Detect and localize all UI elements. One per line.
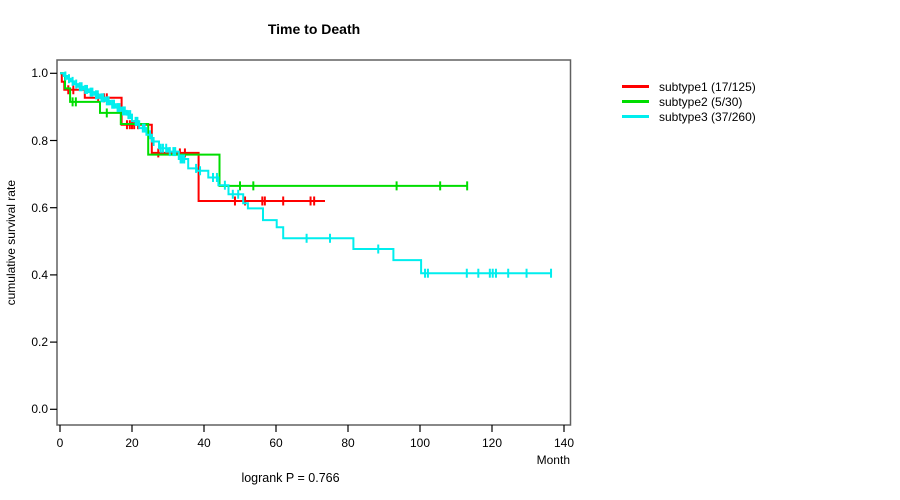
x-tick-label: 40 <box>197 436 211 450</box>
y-axis-label: cumulative survival rate <box>4 179 18 306</box>
y-tick-label: 0.6 <box>31 200 48 215</box>
legend-label-subtype2: subtype2 (5/30) <box>659 94 743 109</box>
x-tick-label: 0 <box>56 436 64 450</box>
legend-item-subtype3: subtype3 (37/260) <box>622 109 756 124</box>
x-tick-label: 140 <box>553 436 575 450</box>
legend-item-subtype1: subtype1 (17/125) <box>622 79 756 94</box>
x-tick-label: 120 <box>481 436 503 450</box>
y-tick-label: 0.0 <box>31 402 48 417</box>
legend-label-subtype3: subtype3 (37/260) <box>659 109 756 124</box>
survival-curve-subtype1 <box>60 72 325 202</box>
legend-swatch-subtype2 <box>622 100 649 103</box>
y-tick-label: 1.0 <box>31 66 48 81</box>
y-tick-label: 0.2 <box>31 335 48 350</box>
x-tick-label: 80 <box>341 436 355 450</box>
survival-curve-subtype2 <box>60 72 468 187</box>
legend-swatch-subtype1 <box>622 85 649 88</box>
legend: subtype1 (17/125) subtype2 (5/30) subtype3… <box>622 79 756 124</box>
x-tick-label: 60 <box>269 436 283 450</box>
chart-title: Time to Death <box>267 21 361 37</box>
legend-label-subtype1: subtype1 (17/125) <box>659 79 756 94</box>
logrank-annotation: logrank P = 0.766 <box>241 471 340 485</box>
y-tick-label: 0.8 <box>31 133 48 148</box>
survival-curve-subtype3 <box>60 72 551 275</box>
y-tick-label: 0.4 <box>31 267 48 282</box>
y-axis-label-wrap: cumulative survival rate <box>0 60 22 425</box>
x-tick-label: 100 <box>409 436 431 450</box>
legend-item-subtype2: subtype2 (5/30) <box>622 94 756 109</box>
x-axis-label: Month <box>536 453 570 467</box>
x-tick-label: 20 <box>125 436 139 450</box>
plot-box <box>56 59 572 426</box>
legend-swatch-subtype3 <box>622 115 649 118</box>
